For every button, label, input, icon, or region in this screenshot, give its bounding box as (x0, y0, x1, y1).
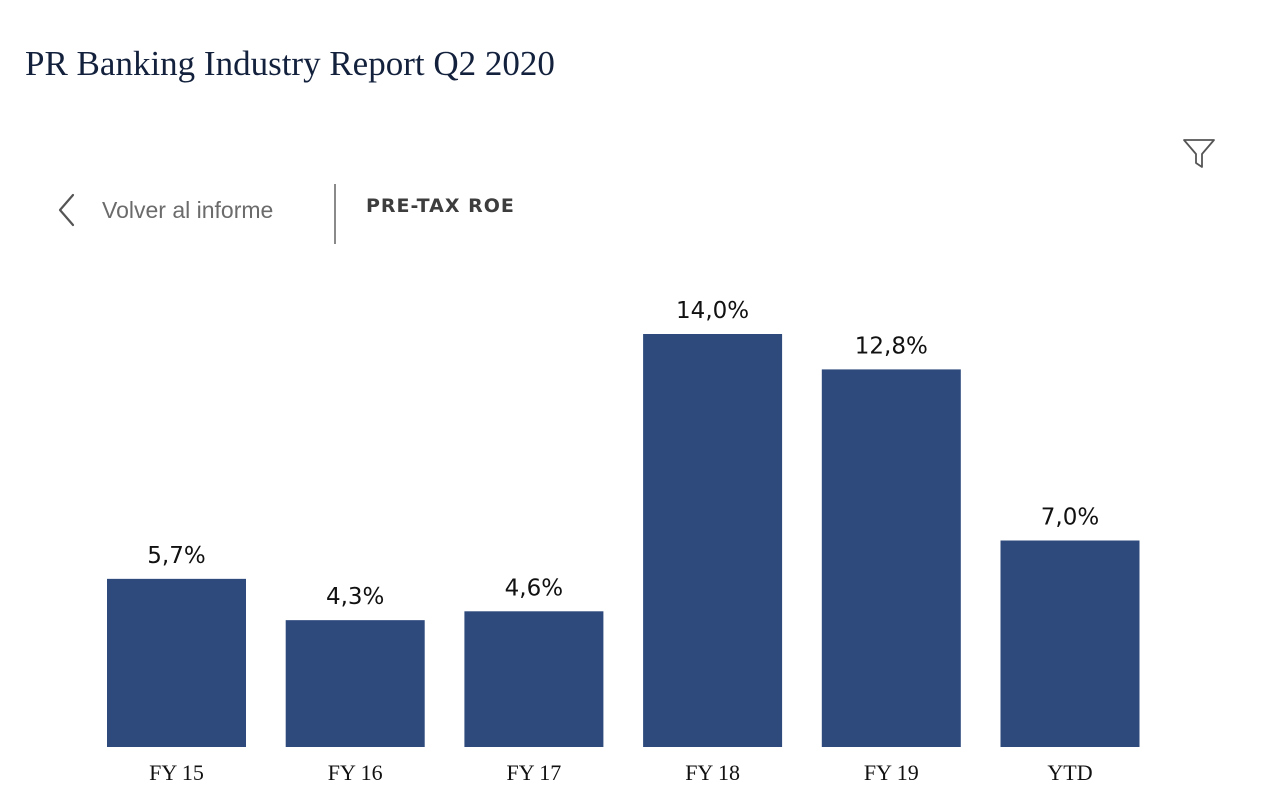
data-label-fy-19: 12,8% (855, 333, 928, 359)
category-label-ytd: YTD (1047, 760, 1092, 785)
category-label-fy-19: FY 19 (864, 760, 919, 785)
filter-button[interactable] (1180, 136, 1218, 172)
bar-fy-16 (285, 620, 425, 747)
bar-fy-19 (821, 369, 961, 747)
section-title: PRE-TAX ROE (366, 195, 515, 217)
chevron-left-icon (58, 193, 75, 227)
bar-fy-17 (464, 611, 604, 747)
data-label-fy-18: 14,0% (676, 298, 749, 324)
category-label-fy-18: FY 18 (685, 760, 740, 785)
bar-fy-18 (643, 334, 783, 747)
bar-ytd (1000, 540, 1140, 747)
bar-fy-15 (107, 578, 246, 747)
back-to-report-button[interactable]: Volver al informe (56, 190, 273, 230)
category-label-fy-15: FY 15 (149, 760, 204, 785)
category-label-fy-17: FY 17 (506, 760, 561, 785)
data-label-ytd: 7,0% (1041, 505, 1099, 531)
data-label-fy-15: 5,7% (147, 543, 205, 569)
category-label-fy-16: FY 16 (328, 760, 383, 785)
nav-divider (334, 184, 336, 244)
filter-icon (1183, 139, 1215, 168)
data-label-fy-17: 4,6% (505, 575, 563, 601)
back-label: Volver al informe (102, 196, 274, 223)
report-title: PR Banking Industry Report Q2 2020 (25, 44, 555, 83)
data-label-fy-16: 4,3% (326, 584, 384, 610)
